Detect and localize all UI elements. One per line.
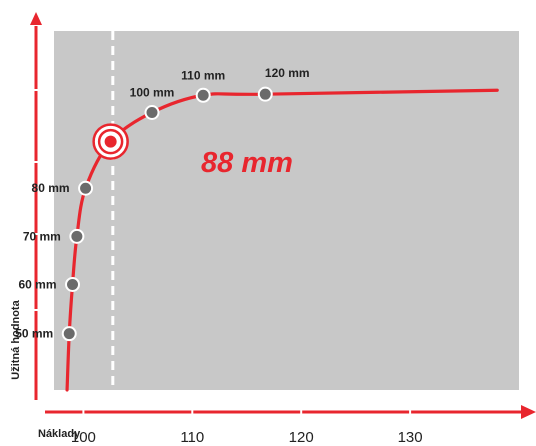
x-tick-label: 120	[289, 429, 314, 446]
data-point	[78, 180, 94, 196]
y-axis-arrow	[30, 12, 42, 25]
point-label: 100 mm	[130, 85, 175, 99]
point-label: 80 mm	[32, 181, 70, 195]
highlight-label: 88 mm	[201, 147, 293, 179]
x-tick-label: 130	[398, 429, 423, 446]
point-label: 110 mm	[181, 68, 225, 82]
data-point	[61, 326, 77, 342]
data-point	[69, 228, 85, 244]
data-point	[144, 104, 160, 120]
data-point	[257, 86, 273, 102]
x-tick-label: 110	[180, 429, 204, 446]
y-axis	[30, 12, 42, 400]
x-axis: 100 110 120 130	[45, 405, 536, 446]
point-label: 70 mm	[23, 229, 61, 243]
marks-group: 50 mm 60 mm 70 mm 80 mm 100 mm 110 mm 120 mm 88…	[15, 66, 310, 342]
data-point	[195, 87, 211, 103]
x-tick-label: 100	[71, 429, 96, 446]
plot-background	[54, 31, 519, 390]
point-label: 60 mm	[18, 277, 56, 291]
data-point	[65, 276, 81, 292]
point-label: 50 mm	[15, 327, 53, 341]
point-label: 120 mm	[265, 66, 310, 80]
x-axis-label: Náklady	[38, 428, 81, 440]
highlight-point	[104, 135, 117, 148]
x-axis-arrow	[521, 405, 536, 419]
y-axis-label: Užitná hodnota	[10, 299, 22, 379]
